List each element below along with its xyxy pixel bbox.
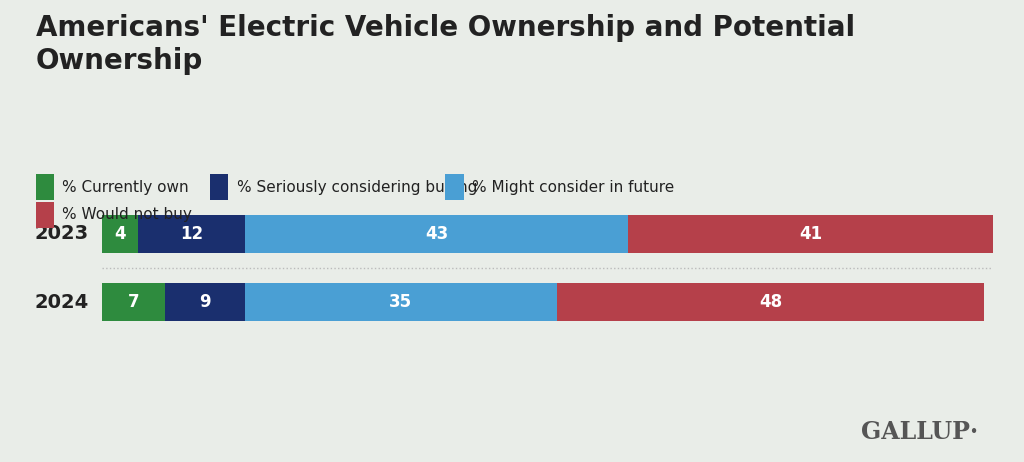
Text: GALLUP·: GALLUP· <box>861 419 978 444</box>
Text: 43: 43 <box>425 225 449 243</box>
Text: 9: 9 <box>199 293 211 311</box>
Text: % Seriously considering buying: % Seriously considering buying <box>237 180 477 195</box>
Text: 4: 4 <box>115 225 126 243</box>
Text: 48: 48 <box>759 293 782 311</box>
Text: Americans' Electric Vehicle Ownership and Potential
Ownership: Americans' Electric Vehicle Ownership an… <box>36 14 855 75</box>
Bar <box>245 283 557 321</box>
Bar <box>165 283 245 321</box>
Bar <box>557 283 984 321</box>
Text: 2024: 2024 <box>35 292 89 311</box>
Text: 35: 35 <box>389 293 413 311</box>
Bar <box>628 215 993 253</box>
Bar <box>138 215 245 253</box>
Text: % Would not buy: % Would not buy <box>62 207 193 222</box>
Bar <box>102 215 138 253</box>
Bar <box>102 283 165 321</box>
Text: 12: 12 <box>180 225 203 243</box>
Bar <box>245 215 628 253</box>
Text: 7: 7 <box>128 293 139 311</box>
Text: 2023: 2023 <box>35 225 89 243</box>
Text: % Might consider in future: % Might consider in future <box>472 180 675 195</box>
Text: % Currently own: % Currently own <box>62 180 189 195</box>
Text: 41: 41 <box>799 225 822 243</box>
